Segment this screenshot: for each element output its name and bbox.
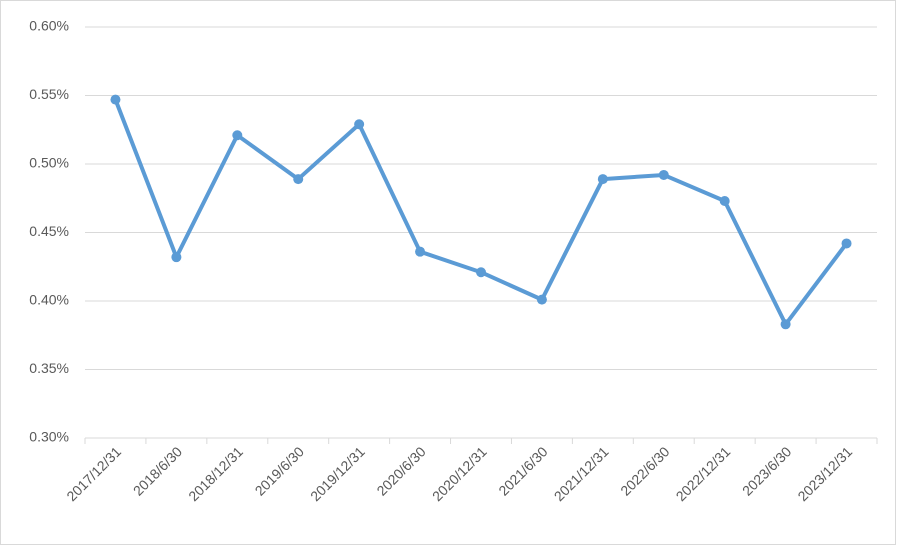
point — [476, 267, 486, 278]
point — [110, 94, 121, 105]
point — [597, 174, 608, 185]
point — [719, 195, 730, 206]
y-tick-label: 0.40% — [29, 292, 69, 308]
point — [171, 252, 182, 263]
point — [780, 319, 791, 330]
point — [841, 238, 852, 249]
y-tick-label: 0.60% — [29, 18, 69, 34]
point — [415, 246, 426, 257]
y-tick-label: 0.30% — [29, 429, 69, 445]
y-tick-label: 0.35% — [29, 360, 69, 376]
y-tick-label: 0.50% — [29, 155, 69, 171]
point — [354, 119, 365, 130]
point — [658, 169, 669, 180]
point — [232, 130, 243, 141]
y-tick-label: 0.55% — [29, 86, 69, 102]
point — [293, 174, 304, 185]
y-tick-label: 0.45% — [29, 223, 69, 239]
point — [536, 294, 547, 305]
